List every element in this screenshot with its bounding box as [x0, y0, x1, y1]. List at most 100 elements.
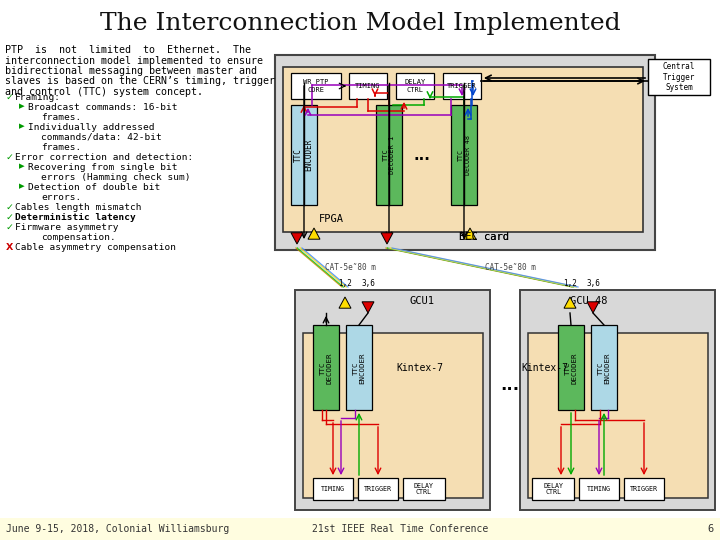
- Text: TIMING: TIMING: [355, 83, 381, 89]
- Polygon shape: [381, 233, 393, 244]
- Text: Cables length mismatch: Cables length mismatch: [15, 203, 142, 212]
- Text: ✓: ✓: [6, 223, 14, 232]
- Bar: [295, 290, 490, 510]
- Text: ...: ...: [500, 376, 520, 394]
- Text: 3,6: 3,6: [586, 279, 600, 288]
- Polygon shape: [308, 228, 320, 239]
- Polygon shape: [464, 228, 476, 239]
- Bar: [303, 333, 483, 498]
- Text: Central
Trigger
System: Central Trigger System: [663, 62, 696, 92]
- Text: TTC
ENCODER: TTC ENCODER: [353, 352, 366, 384]
- Bar: [451, 105, 477, 205]
- Bar: [443, 73, 481, 99]
- Text: slaves is based on the CERN’s timing, trigger: slaves is based on the CERN’s timing, tr…: [5, 77, 275, 86]
- Text: TTC
DECODER 48: TTC DECODER 48: [457, 135, 470, 175]
- Text: DELAY
CTRL: DELAY CTRL: [405, 79, 426, 92]
- Bar: [283, 67, 643, 232]
- Text: compensation.: compensation.: [41, 233, 116, 242]
- Bar: [291, 105, 317, 205]
- Text: Framing:: Framing:: [15, 93, 61, 102]
- Bar: [520, 290, 715, 510]
- Bar: [403, 478, 445, 500]
- Text: Detection of double bit: Detection of double bit: [28, 183, 161, 192]
- Text: Broadcast commands: 16-bit: Broadcast commands: 16-bit: [28, 103, 178, 112]
- Text: Kintex-7: Kintex-7: [521, 363, 569, 373]
- Text: ▶: ▶: [19, 163, 24, 169]
- Text: TIMING: TIMING: [321, 486, 345, 492]
- Text: TRIGGER: TRIGGER: [447, 83, 477, 89]
- Text: Deterministic latency: Deterministic latency: [15, 213, 136, 222]
- Text: ✓: ✓: [6, 153, 14, 162]
- Text: TTC
DECODER: TTC DECODER: [564, 352, 577, 384]
- Bar: [396, 73, 434, 99]
- Text: DELAY
CTRL: DELAY CTRL: [543, 483, 563, 496]
- Text: TIMING: TIMING: [587, 486, 611, 492]
- Text: TTC
ENCODER: TTC ENCODER: [598, 352, 611, 384]
- Bar: [591, 325, 617, 410]
- Text: Error correction and detection:: Error correction and detection:: [15, 153, 193, 162]
- Text: Recovering from single bit: Recovering from single bit: [28, 163, 178, 172]
- Text: Kintex-7: Kintex-7: [397, 363, 444, 373]
- Polygon shape: [564, 297, 576, 308]
- Text: Cable asymmetry compensation: Cable asymmetry compensation: [15, 243, 176, 252]
- Text: TTC
ENCODER: TTC ENCODER: [294, 139, 314, 171]
- Text: 6: 6: [708, 524, 714, 534]
- Text: errors.: errors.: [41, 193, 81, 202]
- Text: BEC card: BEC card: [459, 232, 509, 242]
- Text: frames.: frames.: [41, 113, 81, 122]
- Text: CAT-5e˜80 m: CAT-5e˜80 m: [325, 264, 375, 273]
- Bar: [313, 325, 339, 410]
- Text: bidirectional messaging between master and: bidirectional messaging between master a…: [5, 66, 257, 76]
- Polygon shape: [362, 302, 374, 313]
- Text: TTC
DECODER: TTC DECODER: [320, 352, 333, 384]
- Bar: [0, 518, 720, 540]
- Text: June 9-15, 2018, Colonial Williamsburg: June 9-15, 2018, Colonial Williamsburg: [6, 524, 229, 534]
- Text: ✓: ✓: [6, 203, 14, 212]
- Text: 21st IEEE Real Time Conference: 21st IEEE Real Time Conference: [312, 524, 488, 534]
- Bar: [275, 55, 655, 250]
- Text: Individually addressed: Individually addressed: [28, 123, 155, 132]
- Text: Firmware asymmetry: Firmware asymmetry: [15, 223, 119, 232]
- Text: 1,2: 1,2: [338, 279, 352, 288]
- Bar: [558, 325, 584, 410]
- Text: DELAY
CTRL: DELAY CTRL: [414, 483, 434, 496]
- Polygon shape: [339, 297, 351, 308]
- Text: GCU 48: GCU 48: [570, 296, 607, 306]
- Bar: [358, 478, 398, 500]
- Text: FPGA: FPGA: [318, 214, 343, 224]
- Text: interconnection model implemented to ensure: interconnection model implemented to ens…: [5, 56, 263, 65]
- Text: 3,6: 3,6: [361, 279, 375, 288]
- Text: WR PTP
CORE: WR PTP CORE: [303, 79, 329, 92]
- Bar: [376, 105, 402, 205]
- Bar: [648, 59, 710, 95]
- Text: GCU1: GCU1: [409, 296, 434, 306]
- Text: ✓: ✓: [6, 93, 14, 102]
- Bar: [291, 73, 341, 99]
- Text: frames.: frames.: [41, 143, 81, 152]
- Text: BEC card: BEC card: [459, 232, 509, 242]
- Bar: [532, 478, 574, 500]
- Text: ▶: ▶: [19, 123, 24, 129]
- Bar: [349, 73, 387, 99]
- Text: ...: ...: [413, 147, 431, 163]
- Text: errors (Hamming check sum): errors (Hamming check sum): [41, 173, 191, 182]
- Text: 1,2: 1,2: [563, 279, 577, 288]
- Text: The Interconnection Model Implemented: The Interconnection Model Implemented: [99, 12, 621, 35]
- Text: ▶: ▶: [19, 183, 24, 189]
- Bar: [528, 333, 708, 498]
- Text: CAT-5e˜80 m: CAT-5e˜80 m: [485, 264, 536, 273]
- Text: TRIGGER: TRIGGER: [364, 486, 392, 492]
- Polygon shape: [587, 302, 599, 313]
- Text: ▶: ▶: [19, 103, 24, 109]
- Bar: [346, 325, 372, 410]
- Text: commands/data: 42-bit: commands/data: 42-bit: [41, 133, 162, 142]
- Text: TTC
DECODER 1: TTC DECODER 1: [382, 136, 395, 174]
- Text: and control (TTC) system concept.: and control (TTC) system concept.: [5, 87, 203, 97]
- Bar: [624, 478, 664, 500]
- Text: PTP  is  not  limited  to  Ethernet.  The: PTP is not limited to Ethernet. The: [5, 45, 251, 55]
- Bar: [579, 478, 619, 500]
- Polygon shape: [291, 233, 303, 244]
- Text: X: X: [6, 243, 14, 252]
- Text: ✓: ✓: [6, 213, 14, 222]
- Text: TRIGGER: TRIGGER: [630, 486, 658, 492]
